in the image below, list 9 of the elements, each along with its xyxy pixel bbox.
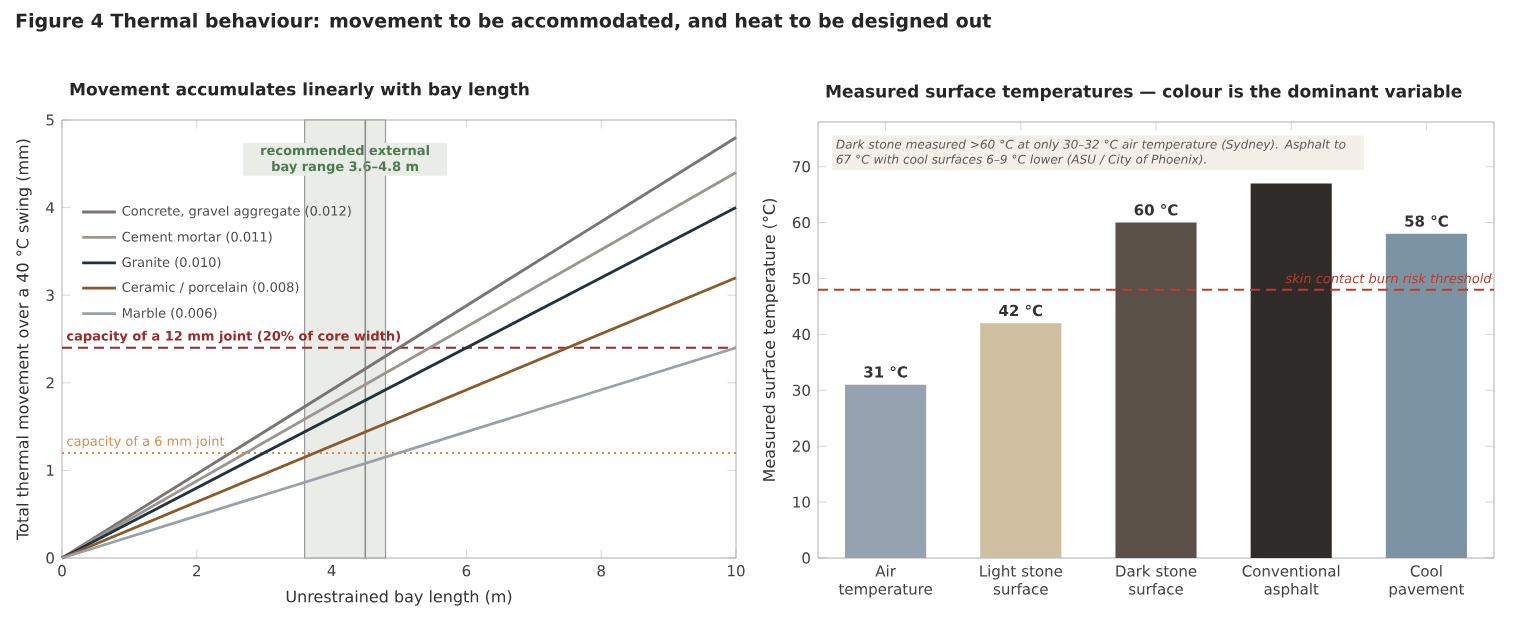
bar [980, 323, 1062, 558]
bar [1115, 222, 1197, 558]
chart-title: Measured surface temperatures — colour is the dominant variable [826, 84, 1462, 101]
y-axis-title: Total thermal movement over a 40 °C swing (mm) [16, 139, 32, 540]
x-axis-title: Unrestrained bay length (m) [286, 590, 512, 606]
bar [845, 384, 927, 558]
text: Figure 4 Thermal behaviour: movement to be accommodated, and heat to be designed out [16, 13, 991, 32]
chart-title: Movement accumulates linearly with bay length [70, 82, 529, 99]
y-axis-title: Measured surface temperature (°C) [762, 199, 779, 481]
